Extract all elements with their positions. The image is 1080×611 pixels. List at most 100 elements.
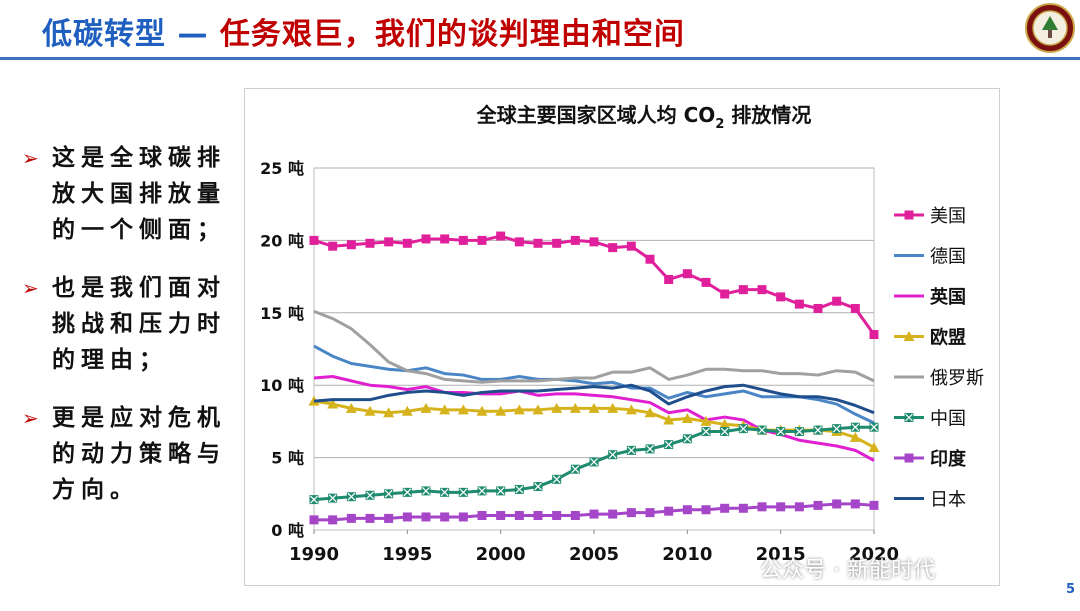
- bullet-list: ➢ 这是全球碳排放大国排放量的一个侧面； ➢ 也是我们面对挑战和压力时的理由； …: [22, 140, 237, 530]
- page-title: 低碳转型 — 任务艰巨，我们的谈判理由和空间: [42, 9, 685, 53]
- point: [663, 414, 675, 425]
- point-cross: [627, 446, 636, 455]
- legend-item: 美国: [894, 206, 966, 227]
- legend-label: 英国: [929, 286, 966, 308]
- y-tick-label: 10 吨: [260, 376, 304, 395]
- page-title-part2: 任务艰巨，我们的谈判理由和空间: [219, 17, 685, 52]
- point: [850, 499, 860, 509]
- point: [608, 509, 618, 519]
- x-tick-label: 2015: [756, 544, 806, 565]
- point: [364, 405, 376, 416]
- point: [309, 515, 319, 525]
- point: [869, 422, 879, 432]
- point: [496, 511, 506, 521]
- point: [570, 464, 580, 474]
- point: [868, 441, 880, 452]
- bullet-item: ➢ 也是我们面对挑战和压力时的理由；: [22, 270, 237, 378]
- point: [849, 431, 861, 442]
- point: [645, 254, 655, 264]
- point: [794, 427, 804, 437]
- legend-item: 印度: [894, 448, 967, 470]
- legend-item: 英国: [894, 286, 966, 308]
- series-line: [313, 309, 875, 384]
- page-title-part1: 低碳转型 —: [42, 17, 220, 52]
- point-cross: [664, 440, 673, 449]
- point: [457, 404, 469, 415]
- point-cross: [590, 458, 598, 466]
- bullet-item: ➢ 更是应对危机的动力策略与方向。: [22, 400, 237, 508]
- point-cross: [851, 423, 860, 432]
- x-tick-label: 2010: [662, 544, 712, 565]
- point: [440, 234, 450, 244]
- point-cross: [758, 426, 766, 435]
- point: [384, 489, 394, 499]
- point: [625, 404, 637, 415]
- point: [309, 235, 319, 245]
- legend-label: 美国: [930, 206, 966, 227]
- point-cross: [905, 413, 913, 422]
- point: [551, 402, 563, 413]
- point: [552, 238, 562, 248]
- point: [384, 513, 394, 523]
- point: [904, 453, 914, 463]
- point: [720, 503, 730, 513]
- point: [309, 495, 319, 505]
- point: [813, 303, 823, 313]
- arrow-bullet-icon: ➢: [22, 276, 39, 300]
- point: [570, 511, 580, 521]
- point-cross: [720, 427, 729, 436]
- point-cross: [608, 450, 617, 459]
- point: [402, 238, 412, 248]
- point: [701, 505, 711, 515]
- title-bar: 低碳转型 — 任务艰巨，我们的谈判理由和空间: [0, 0, 1080, 60]
- point-cross: [814, 426, 822, 435]
- point: [588, 402, 600, 413]
- point: [346, 513, 356, 523]
- point: [664, 440, 674, 450]
- x-tick-label: 2005: [569, 544, 619, 565]
- point: [402, 512, 412, 522]
- point-cross: [347, 492, 356, 501]
- point: [645, 444, 655, 454]
- point: [664, 274, 674, 284]
- point: [476, 405, 488, 416]
- legend-label: 欧盟: [930, 327, 966, 349]
- legend-label: 日本: [930, 490, 966, 511]
- point: [328, 493, 338, 503]
- point: [458, 235, 468, 245]
- point-cross: [571, 465, 580, 474]
- point: [719, 418, 731, 429]
- x-tick-label: 2020: [849, 544, 899, 565]
- point: [439, 404, 451, 415]
- point: [626, 241, 636, 251]
- point-cross: [440, 488, 449, 497]
- point-cross: [832, 424, 841, 433]
- point: [420, 402, 432, 413]
- series-俄罗斯: [313, 309, 875, 384]
- series-日本: [313, 383, 875, 415]
- point: [570, 235, 580, 245]
- point: [682, 434, 692, 444]
- point: [346, 240, 356, 250]
- point: [458, 487, 468, 497]
- arrow-bullet-icon: ➢: [22, 406, 39, 430]
- point: [757, 425, 767, 435]
- y-tick-label: 20 吨: [260, 231, 304, 250]
- point: [738, 424, 748, 434]
- point: [776, 427, 786, 437]
- point: [569, 402, 581, 413]
- point-cross: [366, 491, 374, 500]
- point: [384, 237, 394, 247]
- point: [440, 487, 450, 497]
- point: [738, 285, 748, 295]
- legend-item: 欧盟: [894, 327, 966, 349]
- point: [757, 502, 767, 512]
- point: [626, 508, 636, 518]
- point: [496, 486, 506, 496]
- point: [440, 512, 450, 522]
- point: [720, 427, 730, 437]
- point: [776, 292, 786, 302]
- point: [514, 237, 524, 247]
- chart-container: 全球主要国家区域人均 CO2 排放情况 0 吨 5 吨 10 吨 15 吨 20 吨 25…: [244, 88, 1000, 586]
- point: [552, 474, 562, 484]
